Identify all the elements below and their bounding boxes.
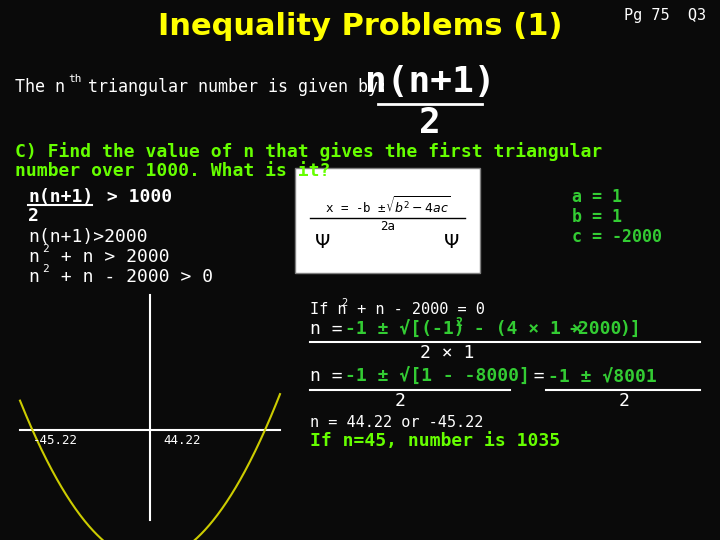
Text: th: th bbox=[68, 74, 81, 84]
Text: 2 × 1: 2 × 1 bbox=[420, 344, 474, 362]
Text: number over 1000. What is it?: number over 1000. What is it? bbox=[15, 162, 330, 180]
Text: -45.22: -45.22 bbox=[32, 435, 78, 448]
Text: triangular number is given by:: triangular number is given by: bbox=[78, 78, 388, 96]
Text: x = -b ±$\sqrt{b^2 - 4ac}$: x = -b ±$\sqrt{b^2 - 4ac}$ bbox=[325, 196, 451, 217]
Text: Ψ: Ψ bbox=[444, 233, 459, 252]
Text: 2: 2 bbox=[42, 244, 49, 254]
Bar bbox=[295, 168, 480, 273]
Text: Inequality Problems (1): Inequality Problems (1) bbox=[158, 12, 562, 41]
Text: 2: 2 bbox=[42, 264, 49, 274]
Text: n(n+1)>2000: n(n+1)>2000 bbox=[28, 228, 148, 246]
Text: n =: n = bbox=[310, 367, 354, 385]
Text: b = 1: b = 1 bbox=[572, 208, 622, 226]
Text: c = -2000: c = -2000 bbox=[572, 228, 662, 246]
Text: n: n bbox=[28, 268, 39, 286]
Text: The n: The n bbox=[15, 78, 65, 96]
Text: If n=45, number is 1035: If n=45, number is 1035 bbox=[310, 432, 560, 450]
Text: -1 ± √[1 - -8000]: -1 ± √[1 - -8000] bbox=[345, 367, 530, 385]
Text: 2: 2 bbox=[28, 207, 39, 225]
Text: n(n+1): n(n+1) bbox=[365, 65, 495, 99]
Text: Pg 75  Q3: Pg 75 Q3 bbox=[624, 8, 706, 23]
Text: 2: 2 bbox=[341, 298, 347, 308]
Text: + n - 2000 = 0: + n - 2000 = 0 bbox=[348, 302, 485, 317]
Text: -2000: -2000 bbox=[567, 320, 621, 338]
Text: )]: )] bbox=[619, 320, 641, 338]
Text: - (4 × 1 ×: - (4 × 1 × bbox=[463, 320, 593, 338]
Text: n(n+1): n(n+1) bbox=[28, 188, 94, 206]
Text: + n > 2000: + n > 2000 bbox=[50, 248, 170, 266]
Text: a = 1: a = 1 bbox=[572, 188, 622, 206]
Text: n: n bbox=[28, 248, 39, 266]
Text: 2: 2 bbox=[618, 392, 629, 410]
Text: -1 ± √8001: -1 ± √8001 bbox=[548, 367, 657, 385]
Text: C) Find the value of n that gives the first triangular: C) Find the value of n that gives the fi… bbox=[15, 142, 602, 161]
Text: -1 ± √[(-1): -1 ± √[(-1) bbox=[345, 320, 464, 338]
Text: n =: n = bbox=[310, 320, 354, 338]
Text: 44.22: 44.22 bbox=[163, 435, 200, 448]
Text: =: = bbox=[512, 367, 556, 385]
Text: Ψ: Ψ bbox=[315, 233, 330, 252]
Text: n = 44.22 or -45.22: n = 44.22 or -45.22 bbox=[310, 415, 483, 430]
Text: + n - 2000 > 0: + n - 2000 > 0 bbox=[50, 268, 213, 286]
Text: 2: 2 bbox=[395, 392, 405, 410]
Text: 2: 2 bbox=[455, 316, 462, 329]
Text: > 1000: > 1000 bbox=[96, 188, 172, 206]
Text: 2: 2 bbox=[419, 106, 441, 140]
Text: 2a: 2a bbox=[380, 220, 395, 233]
Text: If n: If n bbox=[310, 302, 346, 317]
